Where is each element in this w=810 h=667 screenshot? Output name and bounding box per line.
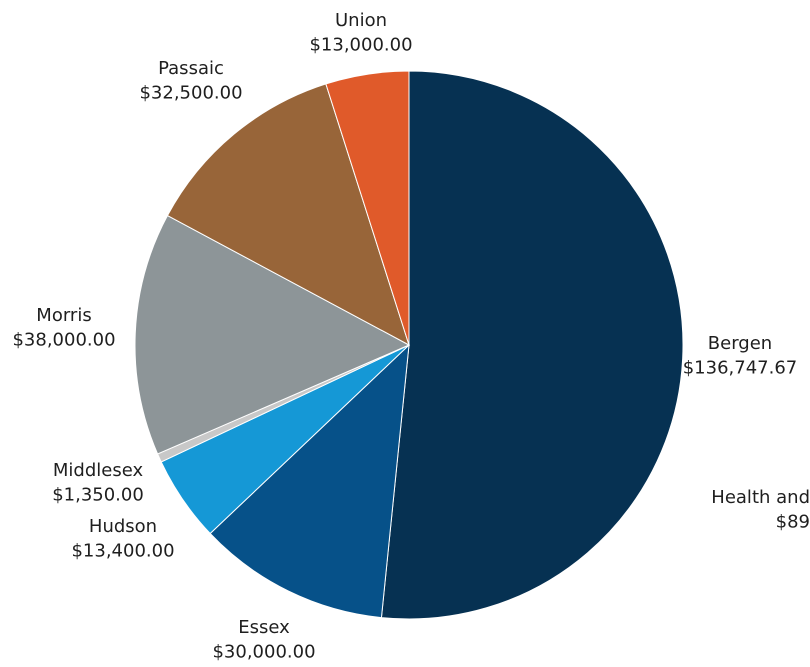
slice-label-value: $32,500.00 [139, 83, 242, 104]
pie-slice-morris[interactable] [134, 214, 411, 455]
slice-label-essex: Essex $30,000.00 [212, 617, 315, 662]
slice-label-morris: Morris $38,000.00 [12, 305, 115, 350]
slice-label-value: $1,350.00 [52, 485, 144, 506]
slice-label-name: Bergen [708, 333, 772, 354]
pie-slice-union[interactable] [325, 70, 410, 346]
slice-label-name: Health and [711, 487, 810, 508]
pie-slice-essex[interactable] [209, 343, 410, 619]
slice-label-health-and: Health and $89 [711, 487, 810, 532]
slice-label-value: $30,000.00 [212, 642, 315, 663]
slice-label-value: $38,000.00 [12, 330, 115, 351]
slice-label-name: Morris [36, 305, 91, 326]
slice-label-name: Middlesex [53, 460, 144, 481]
pie-labels: Bergen $136,747.67 Essex $30,000.00 Hudson $1… [12, 10, 810, 662]
slice-label-value: $136,747.67 [683, 358, 798, 379]
pie-slices [134, 70, 684, 620]
slice-label-middlesex: Middlesex $1,350.00 [52, 460, 144, 505]
slice-label-union: Union $13,000.00 [309, 10, 412, 55]
pie-slice-bergen[interactable] [380, 70, 684, 620]
slice-label-hudson: Hudson $13,400.00 [71, 516, 174, 561]
slice-label-passaic: Passaic $32,500.00 [139, 58, 242, 103]
slice-label-value: $89 [776, 512, 810, 533]
slice-label-name: Hudson [89, 516, 157, 537]
slice-label-value: $13,000.00 [309, 35, 412, 56]
slice-label-name: Passaic [158, 58, 224, 79]
slice-label-value: $13,400.00 [71, 541, 174, 562]
pie-slice-passaic[interactable] [166, 83, 410, 347]
slice-label-name: Essex [238, 617, 290, 638]
slice-label-name: Union [335, 10, 387, 31]
slice-label-bergen: Bergen $136,747.67 [683, 333, 798, 378]
